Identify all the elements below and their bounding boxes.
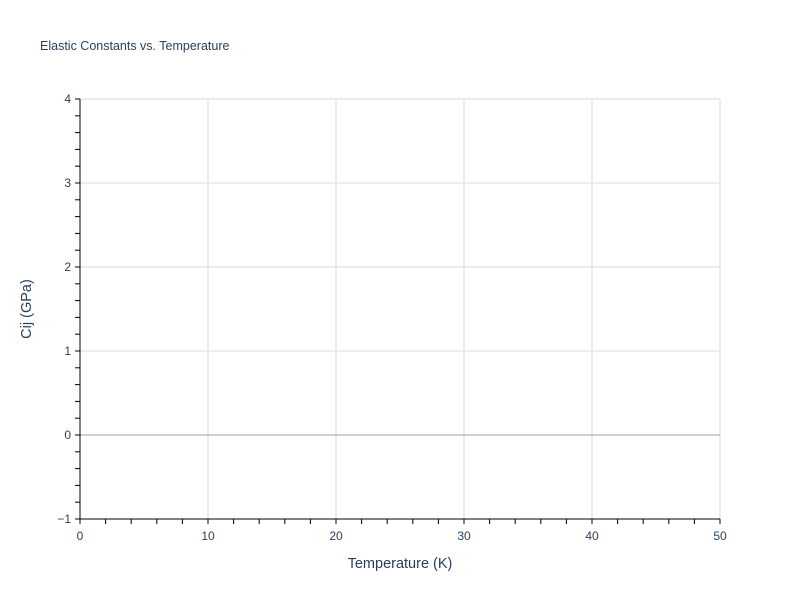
grid — [80, 98, 721, 519]
chart-title: Elastic Constants vs. Temperature — [40, 39, 229, 53]
x-tick-label: 30 — [457, 529, 471, 543]
axes: 0 10 20 30 40 50 −1 0 1 2 3 4 — [57, 92, 727, 543]
x-tick-label: 10 — [201, 529, 215, 543]
y-tick-label: 1 — [64, 344, 71, 358]
x-axis-label: Temperature (K) — [348, 556, 453, 572]
y-tick-label: 0 — [64, 428, 71, 442]
x-tick-label: 20 — [329, 529, 343, 543]
y-tick-label: 2 — [64, 260, 71, 274]
x-tick-label: 0 — [77, 529, 84, 543]
y-tick-label: 3 — [64, 176, 71, 190]
x-tick-label: 50 — [713, 529, 727, 543]
y-axis-label: Cij (GPa) — [19, 279, 35, 339]
x-tick-label: 40 — [585, 529, 599, 543]
y-tick-label: −1 — [57, 512, 71, 526]
y-tick-label: 4 — [64, 92, 71, 106]
